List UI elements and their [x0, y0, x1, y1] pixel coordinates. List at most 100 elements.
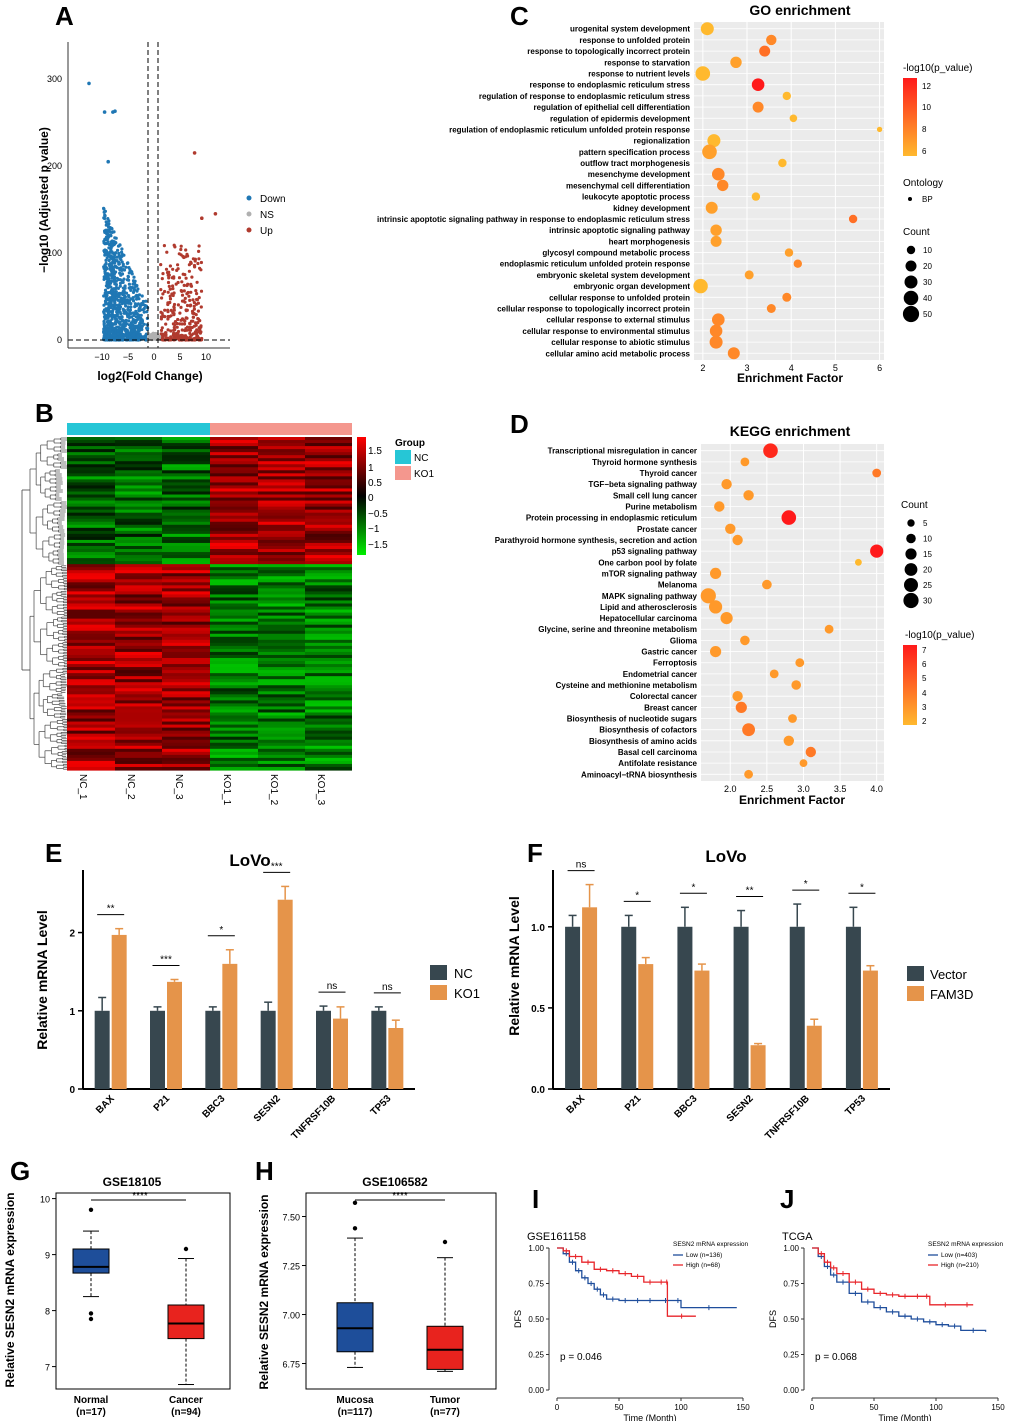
up-point — [188, 304, 192, 308]
term-label: Colorectal cancer — [630, 692, 697, 701]
heat-cell — [162, 482, 210, 487]
heat-cell — [305, 664, 352, 668]
heat-cell — [210, 570, 258, 574]
heat-cell — [258, 648, 305, 653]
go-title: GO enrichment — [749, 2, 850, 18]
heat-cell — [67, 730, 115, 735]
up-point — [184, 334, 188, 338]
heat-cell — [258, 446, 305, 450]
heat-cell — [305, 697, 352, 701]
legend-label: High (n=68) — [686, 1262, 720, 1269]
heat-cell — [210, 549, 258, 553]
heat-cell — [162, 473, 210, 477]
heat-cell — [115, 515, 162, 520]
heat-cell — [115, 730, 162, 735]
down-point — [118, 326, 123, 330]
term-label: Transcriptional misregulation in cancer — [548, 447, 697, 456]
heat-cell — [115, 455, 162, 459]
term-label: response to starvation — [604, 58, 690, 67]
up-point — [176, 303, 180, 307]
heat-cell — [210, 603, 258, 608]
heatmap-cells — [67, 437, 352, 771]
down-point — [140, 324, 144, 328]
heat-cell — [305, 682, 352, 686]
heat-cell — [115, 488, 162, 493]
down-point — [107, 254, 111, 258]
y-tick-label: 7.00 — [282, 1311, 300, 1321]
heat-cell — [258, 706, 305, 711]
down-point — [130, 329, 134, 333]
heat-cell — [67, 636, 115, 641]
up-point — [196, 321, 200, 325]
heat-cell — [258, 730, 305, 735]
heat-cell — [67, 485, 115, 490]
heat-cell — [162, 555, 210, 559]
heat-cell — [115, 518, 162, 523]
y-tick-label: 6.75 — [282, 1360, 300, 1370]
heat-cell — [162, 518, 210, 523]
up-point — [186, 254, 190, 258]
up-point — [180, 328, 184, 332]
down-point — [121, 286, 125, 290]
heat-cell — [67, 670, 115, 674]
up-point — [166, 328, 170, 332]
heat-cell — [305, 458, 352, 462]
heat-cell — [258, 558, 305, 562]
heat-cell — [162, 573, 210, 577]
panel-letter-j: J — [780, 1184, 794, 1214]
panel-letter-f: F — [527, 838, 543, 868]
heat-cell — [115, 558, 162, 562]
heat-cell — [115, 500, 162, 505]
heat-cell — [115, 542, 162, 547]
down-point — [121, 262, 125, 266]
bar — [677, 926, 693, 1089]
heat-cell — [67, 651, 115, 656]
heat-cell — [162, 564, 210, 568]
up-point — [199, 305, 203, 309]
heat-cell — [258, 642, 305, 647]
heat-cell — [258, 585, 305, 589]
up-point — [163, 289, 167, 294]
down-point — [106, 328, 111, 332]
down-point — [102, 331, 106, 335]
up-point — [176, 263, 180, 267]
down-point — [102, 210, 106, 214]
heat-cell — [210, 760, 258, 765]
heat-cell — [67, 664, 115, 668]
heat-cell — [258, 518, 305, 523]
heat-cell — [305, 536, 352, 541]
up-point — [171, 287, 175, 291]
heat-cell — [115, 567, 162, 571]
heat-cell — [67, 576, 115, 580]
up-point — [176, 317, 180, 322]
heat-cell — [162, 591, 210, 596]
volcano-xtick: −10 — [94, 352, 109, 362]
heat-cell — [67, 606, 115, 611]
heat-cell — [258, 615, 305, 620]
bar — [277, 899, 293, 1089]
down-point — [108, 310, 112, 314]
heat-cell — [210, 682, 258, 686]
heat-cell — [210, 670, 258, 674]
y-tick-label: 0.00 — [783, 1386, 799, 1395]
heat-cell — [162, 694, 210, 698]
heat-cell — [210, 594, 258, 599]
enrich-dot — [710, 646, 722, 658]
count-legend-dot — [904, 578, 918, 592]
heat-cell — [162, 509, 210, 514]
bar — [94, 1010, 110, 1089]
term-label: regulation of epithelial cell differenti… — [534, 103, 691, 112]
heat-cell — [162, 645, 210, 650]
enrich-dot — [778, 158, 787, 168]
down-point — [129, 326, 133, 330]
heat-cell — [305, 733, 352, 738]
heat-cell — [210, 667, 258, 671]
up-point — [166, 302, 170, 307]
count-legend-dot — [905, 548, 917, 560]
up-point — [172, 325, 176, 330]
heat-cell — [67, 567, 115, 571]
down-point — [140, 320, 144, 324]
heat-cell — [162, 594, 210, 599]
down-point — [121, 268, 125, 272]
enrich-dot — [725, 523, 736, 534]
